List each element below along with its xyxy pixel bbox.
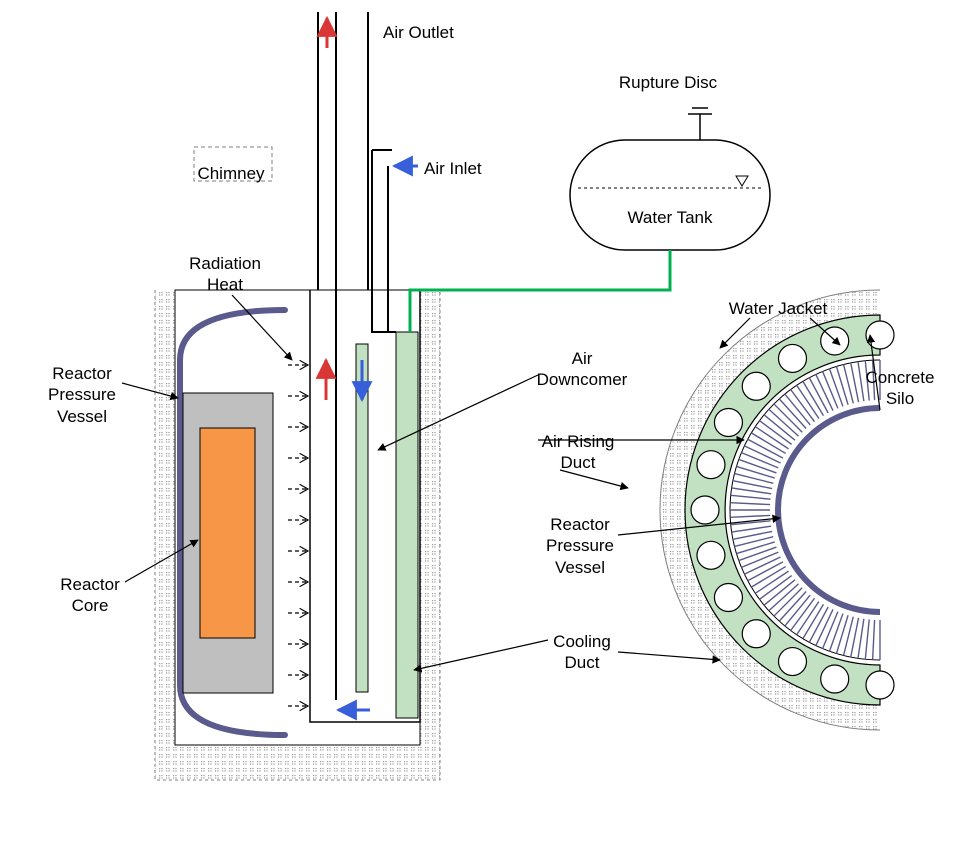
reactor-cooling-diagram — [0, 0, 979, 841]
label-rupture-disc: Rupture Disc — [619, 72, 717, 93]
label-chimney: Chimney — [197, 163, 264, 184]
label-reactor-pressure-vessel-2: Reactor Pressure Vessel — [546, 514, 614, 578]
label-water-jacket: Water Jacket — [729, 298, 828, 319]
label-cooling-duct: Cooling Duct — [553, 631, 611, 674]
label-air-downcomer: Air Downcomer — [537, 348, 628, 391]
label-air-rising-duct: Air Rising Duct — [542, 431, 615, 474]
label-water-tank: Water Tank — [627, 207, 712, 228]
label-concrete-silo: Concrete Silo — [866, 367, 935, 410]
label-reactor-pressure-vessel: Reactor Pressure Vessel — [48, 363, 116, 427]
label-reactor-core: Reactor Core — [60, 574, 120, 617]
label-air-outlet: Air Outlet — [383, 22, 454, 43]
label-radiation-heat: Radiation Heat — [189, 253, 261, 296]
label-air-inlet: Air Inlet — [424, 158, 482, 179]
